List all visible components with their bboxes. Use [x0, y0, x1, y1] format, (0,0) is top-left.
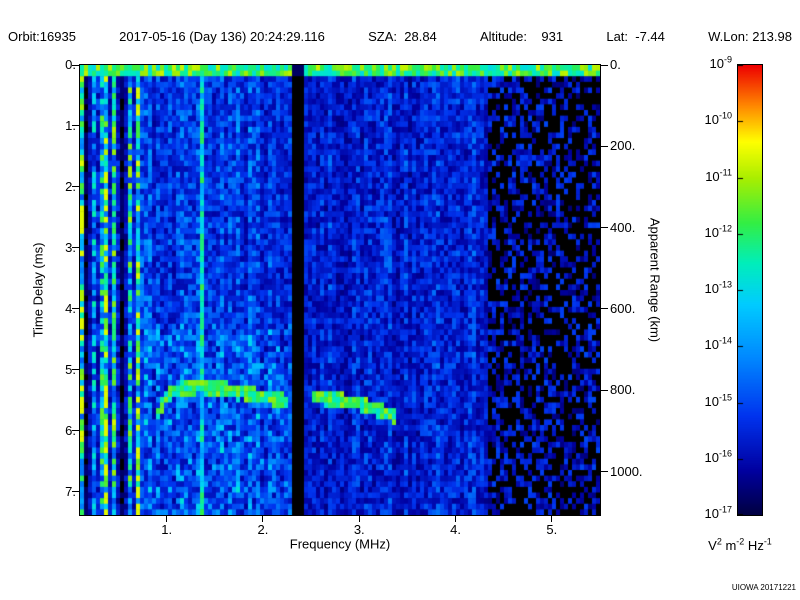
- colorbar-tick-label: 10-14: [704, 335, 732, 353]
- y2-tick: [601, 471, 608, 472]
- y-tick-label: 4.: [65, 300, 76, 316]
- header-sza: SZA: 28.84: [368, 29, 437, 44]
- x-tick-label: 2.: [257, 522, 269, 537]
- colorbar: [737, 64, 763, 516]
- x-axis-title: Frequency (MHz): [289, 536, 391, 552]
- y2-tick-label: 0.: [610, 57, 621, 72]
- colorbar-unit-label: V2 m-2 Hz-1: [708, 536, 772, 553]
- x-tick-label: 4.: [450, 522, 461, 537]
- x-tick-label: 5.: [546, 522, 558, 537]
- y-tick: [72, 186, 79, 188]
- y-tick: [72, 308, 79, 310]
- colorbar-tick-label: 10-16: [704, 448, 732, 465]
- colorbar-tick-label: 10-9: [709, 54, 732, 71]
- header-latitude: Lat: -7.44: [606, 29, 665, 44]
- y-tick: [72, 369, 79, 371]
- header-wlon: W.Lon: 213.98: [708, 29, 792, 44]
- y-tick-label: 5.: [65, 361, 76, 377]
- x-tick: [551, 516, 553, 522]
- y-tick-label: 6.: [65, 422, 76, 438]
- colorbar-tick-label: 10-12: [704, 223, 732, 240]
- y-tick: [72, 64, 79, 66]
- y2-tick: [601, 64, 608, 66]
- y-tick-label: 7.: [65, 483, 76, 499]
- x-tick: [455, 516, 457, 522]
- x-tick-label: 1.: [161, 522, 173, 537]
- header-datetime: 2017-05-16 (Day 136) 20:24:29.116: [119, 29, 325, 44]
- y2-tick: [601, 227, 608, 229]
- x-tick-label: 3.: [353, 522, 365, 537]
- y-tick: [72, 491, 79, 493]
- colorbar-tick-label: 10-11: [705, 167, 732, 184]
- y2-tick: [601, 389, 608, 391]
- colorbar-tick-label: 10-10: [704, 110, 732, 128]
- watermark: UIOWA 20171221: [731, 583, 796, 592]
- y2-tick-label: 800.: [610, 382, 636, 398]
- y-tick: [72, 247, 79, 249]
- header-orbit: Orbit:16935: [8, 29, 76, 44]
- x-tick: [358, 516, 360, 522]
- header-bar: Orbit:16935 2017-05-16 (Day 136) 20:24:2…: [8, 29, 792, 44]
- y-tick: [72, 430, 79, 432]
- y2-tick: [601, 145, 608, 147]
- y-tick-label: 1.: [65, 117, 76, 133]
- header-altitude: Altitude: 931: [480, 29, 564, 44]
- y2-tick: [601, 308, 608, 310]
- colorbar-tick-label: 10-13: [704, 279, 732, 296]
- colorbar-tick-label: 10-17: [704, 504, 732, 521]
- x-tick: [166, 516, 168, 522]
- y-tick-label: 2.: [65, 178, 76, 194]
- y2-tick-label: 600.: [610, 300, 636, 316]
- x-tick: [262, 516, 264, 522]
- y2-tick-label: 200.: [610, 138, 636, 154]
- y-tick-label: 0.: [65, 57, 76, 72]
- y-tick: [72, 125, 79, 127]
- y-tick-label: 3.: [65, 239, 76, 255]
- colorbar-tick-label: 10-15: [704, 392, 732, 409]
- y2-tick-label: 400.: [610, 219, 636, 235]
- right-axis-title: Apparent Range (km): [647, 217, 663, 343]
- spectrogram-canvas: [79, 64, 601, 516]
- left-axis-title: Time Delay (ms): [30, 242, 46, 338]
- y2-tick-label: 1000.: [610, 463, 643, 479]
